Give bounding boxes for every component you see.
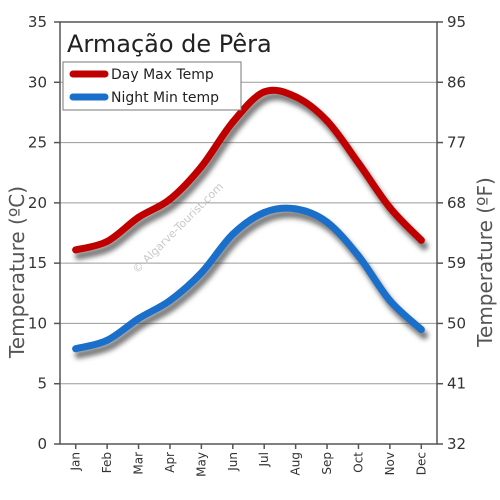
series-lines: [72, 86, 425, 353]
y-tick-label-right: 68: [447, 194, 466, 212]
data-point-night-min: [103, 336, 111, 344]
y-tick-label-left: 30: [28, 73, 47, 91]
data-point-night-min: [72, 345, 80, 353]
data-point-night-min: [260, 209, 268, 217]
x-tick-label: Apr: [163, 452, 177, 473]
data-point-night-min: [354, 252, 362, 260]
y-tick-label-left: 0: [37, 435, 47, 453]
x-tick-label: Jan: [69, 452, 83, 472]
tick-labels: 0 5 10 15 20 25 30 35 32 41 50 59 68 77 86 95 Jan Feb Mar A…: [28, 13, 466, 477]
legend: Day Max Temp Night Min temp: [62, 61, 242, 111]
y-tick-label-left: 5: [37, 375, 47, 393]
data-point-day-max: [72, 246, 80, 254]
data-point-day-max: [354, 159, 362, 167]
x-tick-label: Feb: [100, 452, 114, 473]
data-point-day-max: [103, 237, 111, 245]
y-tick-label-left: 25: [28, 134, 47, 152]
x-tick-label: Jul: [257, 452, 271, 467]
data-point-night-min: [292, 205, 300, 213]
data-point-day-max: [135, 213, 143, 221]
grid: [60, 81, 437, 385]
chart-title: Armação de Pêra: [67, 30, 272, 58]
y-tick-label-right: 77: [447, 134, 466, 152]
data-point-night-min: [166, 297, 174, 305]
data-point-night-min: [135, 315, 143, 323]
data-point-day-max: [197, 163, 205, 171]
data-point-day-max: [260, 88, 268, 96]
data-point-night-min: [197, 269, 205, 277]
plot-border: [59, 21, 438, 445]
y-tick-label-left: 15: [28, 254, 47, 272]
y-tick-label-right: 95: [447, 13, 466, 31]
legend-label-day-max: Day Max Temp: [111, 67, 214, 83]
x-tick-label: Aug: [289, 452, 303, 475]
y-tick-label-left: 10: [28, 314, 47, 332]
y-tick-label-right: 59: [447, 254, 466, 272]
x-tick-label: Oct: [351, 452, 365, 473]
y-tick-label-right: 86: [447, 73, 466, 91]
x-tick-label: Dec: [414, 452, 428, 475]
data-point-night-min: [323, 218, 331, 226]
legend-label-night-min: Night Min temp: [111, 90, 219, 106]
y-tick-label-left: 20: [28, 194, 47, 212]
data-point-night-min: [386, 297, 394, 305]
x-tick-label: Sep: [320, 452, 334, 475]
x-tick-label: Jun: [226, 452, 240, 472]
y-tick-label-left: 35: [28, 13, 47, 31]
data-point-night-min: [417, 325, 425, 333]
legend-box: [62, 61, 242, 111]
y-tick-label-right: 32: [447, 435, 466, 453]
data-point-day-max: [166, 195, 174, 203]
x-tick-label: Nov: [383, 452, 397, 475]
y-axis-left-title: Temperature (ºC): [5, 186, 29, 359]
y-tick-label-right: 41: [447, 375, 466, 393]
x-tick-label: May: [194, 452, 208, 477]
data-point-day-max: [323, 117, 331, 125]
y-tick-label-right: 50: [447, 314, 466, 332]
data-point-day-max: [229, 118, 237, 126]
data-point-day-max: [417, 236, 425, 244]
x-tick-label: Mar: [132, 452, 146, 475]
y-axis-right-title: Temperature (ºF): [473, 177, 497, 348]
data-point-night-min: [229, 230, 237, 238]
data-point-day-max: [292, 93, 300, 101]
data-point-day-max: [386, 204, 394, 212]
